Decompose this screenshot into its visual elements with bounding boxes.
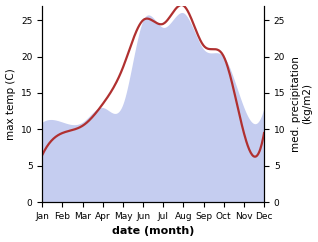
X-axis label: date (month): date (month) xyxy=(112,227,194,236)
Y-axis label: max temp (C): max temp (C) xyxy=(5,68,16,140)
Y-axis label: med. precipitation
(kg/m2): med. precipitation (kg/m2) xyxy=(291,56,313,152)
